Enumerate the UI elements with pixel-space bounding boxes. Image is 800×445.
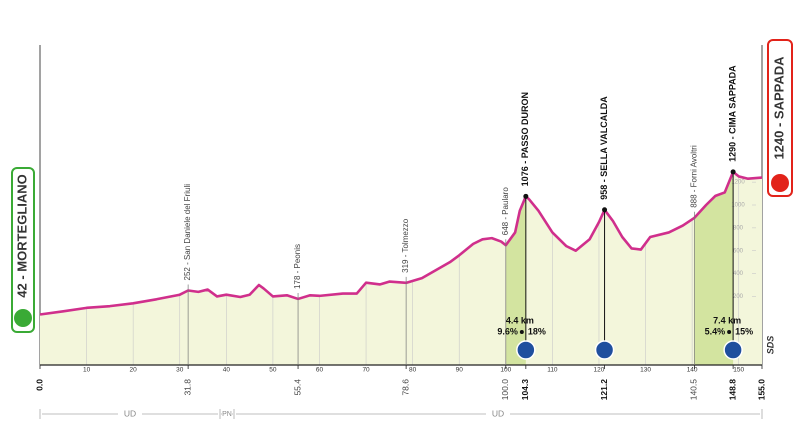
start-label: 42 - MORTEGLIANO xyxy=(14,174,29,298)
y-tick-label: 200 xyxy=(733,294,744,300)
x-tick-label: 110 xyxy=(547,367,558,374)
km-mark-label: 121.2 xyxy=(599,379,609,401)
start-badge xyxy=(11,167,35,333)
x-tick-label: 80 xyxy=(409,367,417,374)
x-tick-label: 10 xyxy=(83,367,91,374)
climb-shade xyxy=(694,171,734,365)
x-tick-label: 90 xyxy=(456,367,464,374)
place-label: 252 - San Daniele del Friuli xyxy=(183,184,192,281)
climb-dot xyxy=(727,330,732,334)
x-tick-label: 20 xyxy=(130,367,138,374)
logo: SDS xyxy=(765,336,775,355)
finish-icon xyxy=(771,174,789,192)
x-tick-label: 120 xyxy=(594,367,605,374)
place-label: 648 - Paularo xyxy=(501,187,510,236)
climb-summit xyxy=(523,193,529,199)
x-tick-label: 150 xyxy=(733,367,744,374)
region-label: UD xyxy=(124,408,136,418)
climb-dot xyxy=(519,330,524,334)
climb-avg: 5.4% xyxy=(705,326,726,336)
y-tick-label: 1200 xyxy=(731,180,745,186)
km-mark-label: 55.4 xyxy=(292,379,302,396)
km-mark-label: 148.8 xyxy=(727,379,737,401)
profile-fill xyxy=(40,171,762,365)
place-label: 888 - Forni Avoltri xyxy=(690,145,699,208)
km-mark-label: 104.3 xyxy=(520,379,530,401)
climb-length: 7.4 km xyxy=(713,315,741,325)
x-tick-label: 130 xyxy=(640,367,651,374)
km-mark-label: 78.6 xyxy=(400,379,410,396)
x-tick-label: 30 xyxy=(176,367,184,374)
km-mark-label: 155.0 xyxy=(756,379,766,401)
start-icon xyxy=(14,309,32,327)
climb-length: 4.4 km xyxy=(506,315,534,325)
km-mark-label: 100.0 xyxy=(500,379,510,401)
finish-label: 1240 - SAPPADA xyxy=(771,56,786,160)
x-tick-label: 40 xyxy=(223,367,231,374)
climb-label: 1076 - PASSO DURON xyxy=(520,92,530,186)
climb-avg: 9.6% xyxy=(497,326,518,336)
km-mark-label: 140.5 xyxy=(689,379,699,401)
kom-icon xyxy=(516,340,536,360)
climb-label: 1290 - CIMA SAPPADA xyxy=(727,65,737,162)
x-tick-label: 70 xyxy=(362,367,370,374)
x-tick-label: 50 xyxy=(269,367,277,374)
climb-label: 958 - SELLA VALCALDA xyxy=(599,96,609,200)
kom-icon xyxy=(723,340,743,360)
y-tick-label: 1000 xyxy=(731,203,745,209)
profile-line xyxy=(39,170,763,316)
climb-max: 18% xyxy=(528,326,546,336)
climb-max: 15% xyxy=(735,326,753,336)
climb-summit xyxy=(602,207,608,213)
region-label: UD xyxy=(492,408,504,418)
place-label: 178 - Peonis xyxy=(293,244,302,289)
y-tick-label: 400 xyxy=(733,271,744,277)
x-tick-label: 60 xyxy=(316,367,324,374)
place-label: 319 - Tolmezzo xyxy=(401,218,410,273)
region-label: PN xyxy=(222,411,232,418)
y-tick-label: 800 xyxy=(733,225,744,231)
climb-summit xyxy=(730,169,736,175)
kom-icon xyxy=(594,340,615,360)
y-tick-label: 600 xyxy=(733,248,744,254)
finish-badge xyxy=(767,39,793,197)
km-mark-label: 31.8 xyxy=(182,379,192,396)
x-tick-label: 140 xyxy=(687,367,698,374)
x-tick-label: 100 xyxy=(500,367,511,374)
km-mark-label: 0.0 xyxy=(34,379,44,391)
